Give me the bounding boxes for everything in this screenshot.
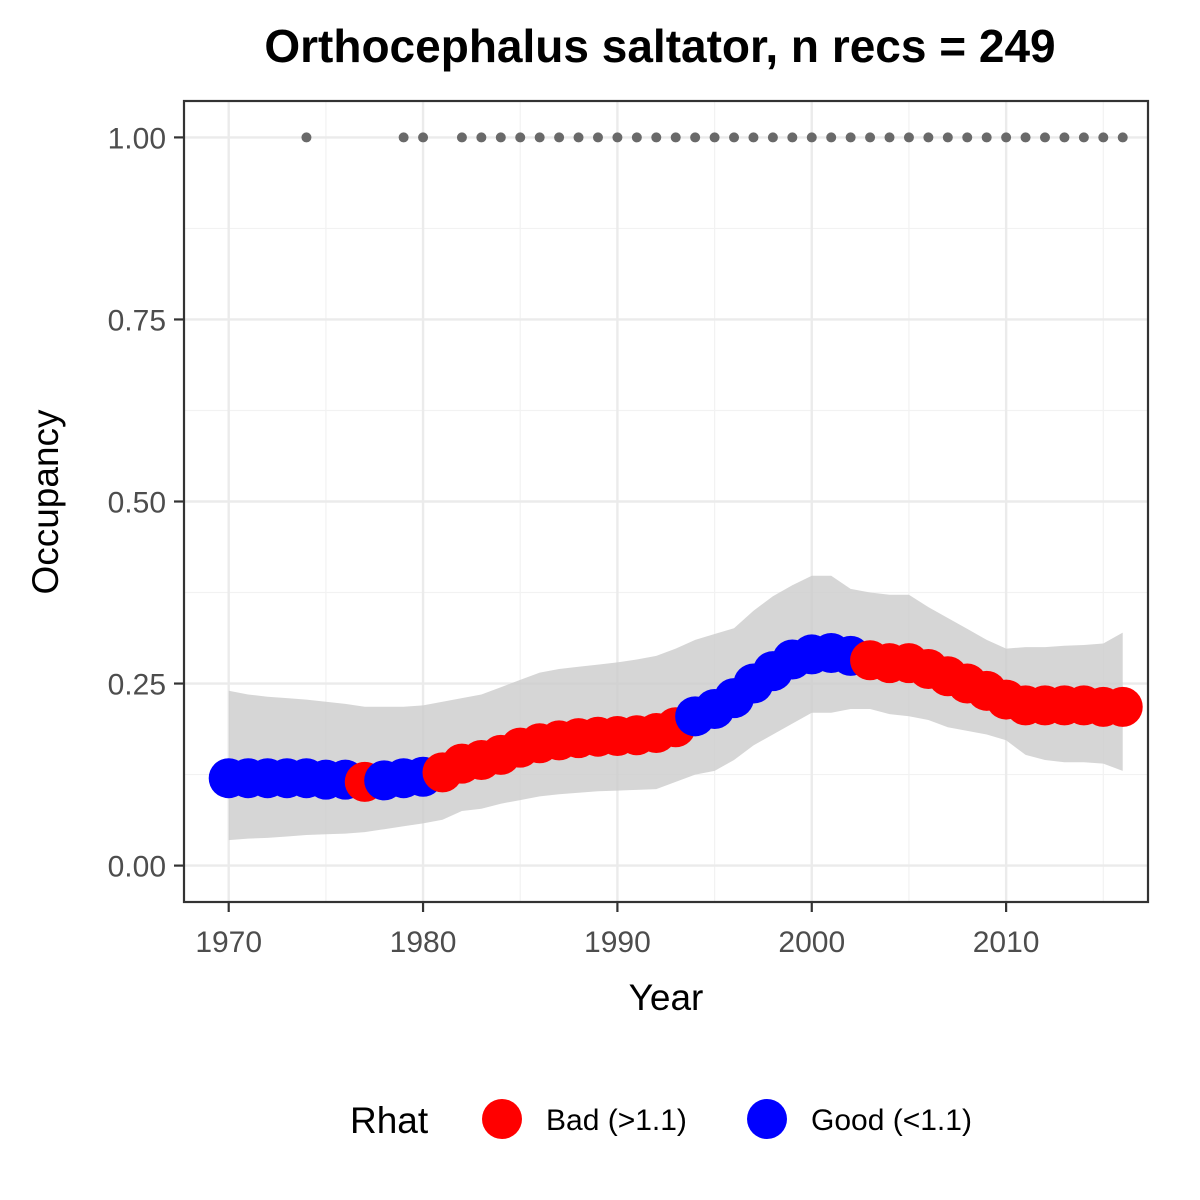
record-point-2000 — [806, 132, 817, 143]
record-point-1990 — [612, 132, 623, 143]
record-point-1991 — [631, 132, 642, 143]
legend-title: Rhat — [350, 1100, 429, 1141]
record-point-1989 — [592, 132, 603, 143]
record-point-2009 — [981, 132, 992, 143]
record-point-2015 — [1098, 132, 1109, 143]
legend-key-good — [747, 1099, 787, 1139]
record-point-1979 — [398, 132, 409, 143]
record-point-1982 — [456, 132, 467, 143]
record-point-2013 — [1059, 132, 1070, 143]
x-tick-label: 1990 — [584, 926, 651, 959]
occupancy-point-2016 — [1102, 686, 1143, 727]
record-point-1988 — [573, 132, 584, 143]
record-point-2003 — [865, 132, 876, 143]
y-tick-label: 0.25 — [108, 669, 166, 702]
x-axis-title: Year — [629, 977, 704, 1018]
record-point-1983 — [476, 132, 487, 143]
record-point-1995 — [709, 132, 720, 143]
record-point-1992 — [651, 132, 662, 143]
legend-key-bad — [482, 1099, 522, 1139]
record-point-1980 — [418, 132, 429, 143]
record-point-2004 — [884, 132, 895, 143]
record-point-1993 — [670, 132, 681, 143]
record-point-1974 — [301, 132, 312, 143]
record-point-2016 — [1117, 132, 1128, 143]
chart-title: Orthocephalus saltator, n recs = 249 — [264, 20, 1055, 72]
record-point-1998 — [767, 132, 778, 143]
record-point-1987 — [554, 132, 565, 143]
record-point-2001 — [826, 132, 837, 143]
record-point-2002 — [845, 132, 856, 143]
record-point-1986 — [534, 132, 545, 143]
legend-label-bad: Bad (>1.1) — [546, 1104, 687, 1137]
record-point-2005 — [903, 132, 914, 143]
x-tick-label: 2000 — [778, 926, 845, 959]
x-tick-label: 2010 — [973, 926, 1040, 959]
record-point-2014 — [1078, 132, 1089, 143]
record-point-1999 — [787, 132, 798, 143]
record-point-1994 — [690, 132, 701, 143]
x-tick-label: 1980 — [390, 926, 457, 959]
x-tick-label: 1970 — [195, 926, 262, 959]
record-point-2012 — [1039, 132, 1050, 143]
y-tick-label: 0.50 — [108, 487, 166, 520]
legend-label-good: Good (<1.1) — [811, 1104, 972, 1137]
occupancy-points — [208, 632, 1143, 802]
y-tick-label: 0.00 — [108, 851, 166, 884]
y-axis-title: Occupancy — [25, 409, 66, 595]
record-point-1985 — [515, 132, 526, 143]
record-point-1984 — [495, 132, 506, 143]
record-point-2006 — [923, 132, 934, 143]
record-point-2008 — [962, 132, 973, 143]
legend: Rhat Bad (>1.1) Good (<1.1) — [350, 1099, 972, 1141]
record-point-2011 — [1020, 132, 1031, 143]
record-point-1997 — [748, 132, 759, 143]
axes: 0.00 0.25 0.50 0.75 1.00 1970 1980 1990 2000 2010 — [108, 122, 1040, 959]
record-year-points — [301, 132, 1128, 143]
y-tick-label: 0.75 — [108, 304, 166, 337]
record-point-2010 — [1001, 132, 1012, 143]
record-point-1996 — [729, 132, 740, 143]
y-tick-label: 1.00 — [108, 122, 166, 155]
record-point-2007 — [942, 132, 953, 143]
